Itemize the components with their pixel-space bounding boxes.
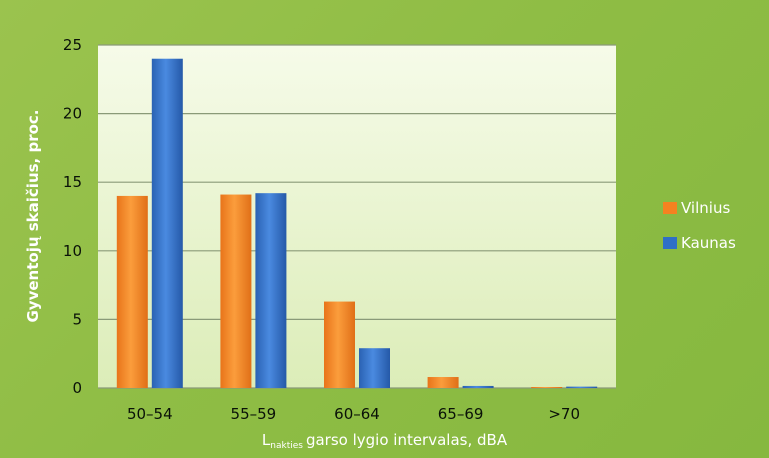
y-tick-label: 0 (72, 379, 82, 397)
bar-vilnius-3 (427, 377, 459, 388)
y-tick-label: 10 (63, 242, 82, 260)
x-tick-label: >70 (548, 405, 580, 423)
plot-area (98, 45, 616, 388)
bar-kaunas-0 (151, 58, 183, 388)
x-tick-labels: 50–54 55–59 60–64 65–69 >70 (127, 405, 580, 423)
x-axis-title: L nakties garso lygio intervalas, dBA (0, 431, 769, 458)
y-tick-label: 5 (72, 310, 82, 328)
legend: Vilnius Kaunas (663, 199, 736, 252)
x-tick-label: 60–64 (334, 405, 380, 423)
y-axis-title: Gyventojų skaičius, proc. (24, 110, 42, 323)
y-tick-label: 20 (63, 105, 82, 123)
x-tick-label: 65–69 (438, 405, 484, 423)
y-tick-label: 25 (63, 36, 82, 54)
bar-kaunas-3 (462, 385, 494, 388)
x-axis-title-text: garso lygio intervalas, dBA (305, 431, 508, 449)
x-tick-label: 55–59 (231, 405, 277, 423)
legend-swatch-vilnius (663, 202, 677, 214)
bar-vilnius-0 (116, 195, 148, 388)
bar-vilnius-2 (324, 301, 355, 388)
x-tick-label: 50–54 (127, 405, 173, 423)
bars (116, 58, 598, 388)
bar-kaunas-4 (566, 386, 598, 388)
legend-label-vilnius: Vilnius (681, 199, 730, 217)
bar-kaunas-1 (255, 193, 287, 388)
bar-vilnius-1 (220, 194, 252, 388)
x-axis-title-subscript: nakties (270, 441, 303, 451)
y-tick-label: 15 (63, 173, 82, 191)
x-axis-title-symbol: L (261, 431, 271, 449)
bar-kaunas-2 (359, 348, 390, 388)
legend-label-kaunas: Kaunas (681, 234, 736, 252)
bar-vilnius-4 (531, 387, 563, 388)
gridlines (98, 44, 616, 389)
legend-swatch-kaunas (663, 237, 677, 249)
y-tick-labels: 0 5 10 15 20 25 (63, 36, 82, 397)
